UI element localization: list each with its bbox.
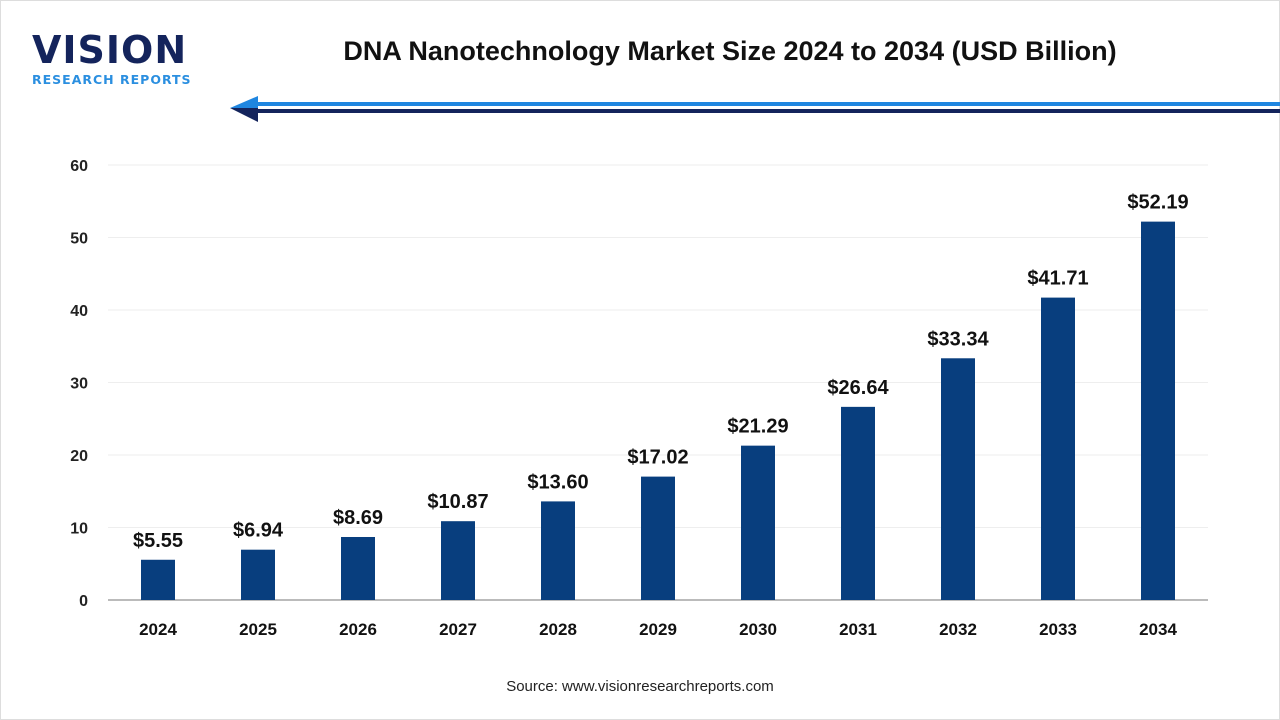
bar-2034 bbox=[1141, 221, 1175, 600]
x-tick-label: 2033 bbox=[1039, 620, 1077, 639]
x-tick-label: 2025 bbox=[239, 620, 277, 639]
data-label: $17.02 bbox=[627, 447, 688, 469]
data-label: $10.87 bbox=[427, 491, 488, 513]
y-tick-label: 40 bbox=[70, 303, 88, 320]
header-arrow-icon bbox=[230, 96, 1280, 122]
logo-sub-text: RESEARCH REPORTS bbox=[32, 72, 192, 87]
x-tick-label: 2034 bbox=[1139, 620, 1177, 639]
y-tick-label: 20 bbox=[70, 448, 88, 465]
bar-2025 bbox=[241, 549, 275, 600]
y-tick-label: 10 bbox=[70, 521, 88, 538]
bar-2031 bbox=[841, 406, 875, 600]
data-label: $21.29 bbox=[727, 416, 788, 438]
data-label: $13.60 bbox=[527, 471, 588, 493]
logo-main-text: VISION bbox=[32, 28, 188, 72]
x-tick-label: 2029 bbox=[639, 620, 677, 639]
bar-2029 bbox=[641, 476, 675, 600]
data-label: $52.19 bbox=[1127, 192, 1188, 214]
bar-2028 bbox=[541, 501, 575, 600]
chart-title: DNA Nanotechnology Market Size 2024 to 2… bbox=[343, 36, 1117, 66]
data-label: $41.71 bbox=[1027, 268, 1088, 290]
source-note: Source: www.visionresearchreports.com bbox=[506, 678, 774, 695]
bar-2033 bbox=[1041, 297, 1075, 600]
y-tick-label: 50 bbox=[70, 231, 88, 248]
x-tick-label: 2028 bbox=[539, 620, 577, 639]
data-label: $6.94 bbox=[233, 520, 284, 542]
x-tick-label: 2031 bbox=[839, 620, 877, 639]
data-label: $5.55 bbox=[133, 530, 183, 552]
bar-2026 bbox=[341, 536, 375, 600]
x-tick-label: 2027 bbox=[439, 620, 477, 639]
x-tick-label: 2024 bbox=[139, 620, 177, 639]
y-tick-label: 60 bbox=[70, 158, 88, 175]
y-tick-label: 30 bbox=[70, 376, 88, 393]
x-tick-label: 2026 bbox=[339, 620, 377, 639]
x-tick-label: 2030 bbox=[739, 620, 777, 639]
bar-2024 bbox=[141, 559, 175, 600]
y-tick-label: 0 bbox=[79, 593, 88, 610]
x-tick-label: 2032 bbox=[939, 620, 977, 639]
bar-2032 bbox=[941, 358, 975, 600]
data-label: $8.69 bbox=[333, 507, 383, 529]
bar-2030 bbox=[741, 445, 775, 600]
bar-2027 bbox=[441, 521, 475, 600]
data-label: $33.34 bbox=[927, 328, 989, 350]
vision-research-reports-logo: VISION RESEARCH REPORTS bbox=[32, 30, 192, 87]
data-label: $26.64 bbox=[827, 377, 889, 399]
